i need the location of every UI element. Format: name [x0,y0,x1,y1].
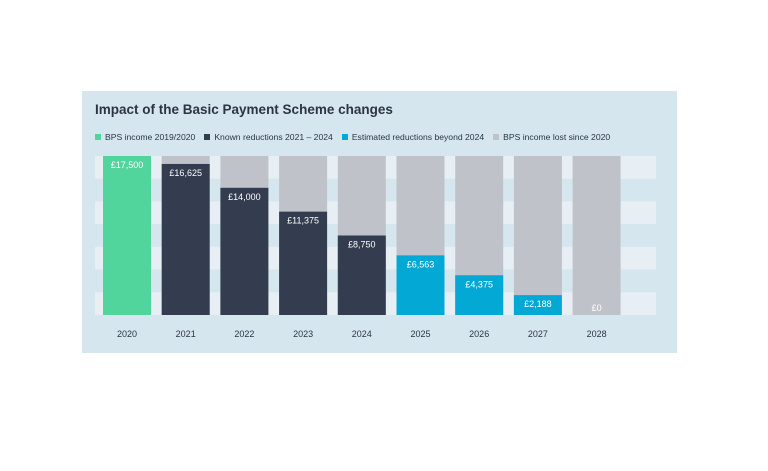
legend-swatch-estimated [341,134,348,140]
legend-swatch-income [95,134,101,140]
bar-estimated [396,255,445,315]
bar-known [337,235,386,315]
bar-lost-background [572,156,621,315]
bar-income [103,156,151,315]
chart-card: Impact of the Basic Payment Scheme chang… [82,91,677,353]
bar-value-label: £14,000 [228,192,261,202]
legend-item-income: BPS income 2019/2020 [95,132,195,142]
bar-known [220,187,269,315]
legend-item-estimated: Estimated reductions beyond 2024 [341,132,485,142]
x-tick-label: 2021 [176,329,196,339]
bar-value-label: £16,625 [169,168,202,178]
bar-known [279,211,328,315]
bar-value-label: £0 [592,303,602,313]
bar-known [161,163,210,315]
legend-item-lost: BPS income lost since 2020 [493,132,610,142]
legend-swatch-lost [493,134,500,140]
legend-item-known: Known reductions 2021 – 2024 [204,132,333,142]
x-tick-label: 2023 [293,329,313,339]
x-tick-label: 2020 [117,329,137,339]
bar-estimated [455,275,504,315]
bar-value-label: £4,375 [465,279,493,289]
bar-chart-plot: £17,500 2020 £16,625 2021 £14,000 2022 £11,375… [95,156,656,339]
legend-label-lost: BPS income lost since 2020 [503,132,611,142]
bar-value-label: £17,500 [111,160,144,170]
legend-swatch-known [204,134,211,140]
bar-value-label: £8,750 [348,240,376,250]
x-tick-label: 2027 [528,329,548,339]
chart-title: Impact of the Basic Payment Scheme chang… [95,102,393,117]
x-tick-label: 2022 [234,329,254,339]
legend-label-known: Known reductions 2021 – 2024 [214,132,333,142]
bar-estimated [513,295,562,315]
x-tick-label: 2028 [587,329,607,339]
legend-label-estimated: Estimated reductions beyond 2024 [351,132,485,142]
x-tick-label: 2024 [352,329,372,339]
chart-legend: BPS income 2019/2020 Known reductions 20… [95,132,610,142]
x-tick-label: 2025 [410,329,430,339]
bar-value-label: £2,188 [524,299,552,309]
x-tick-label: 2026 [469,329,489,339]
bar-value-label: £11,375 [287,216,319,226]
legend-label-income: BPS income 2019/2020 [105,132,196,142]
bar-lost-background [513,156,562,315]
bar-value-label: £6,563 [407,259,435,269]
